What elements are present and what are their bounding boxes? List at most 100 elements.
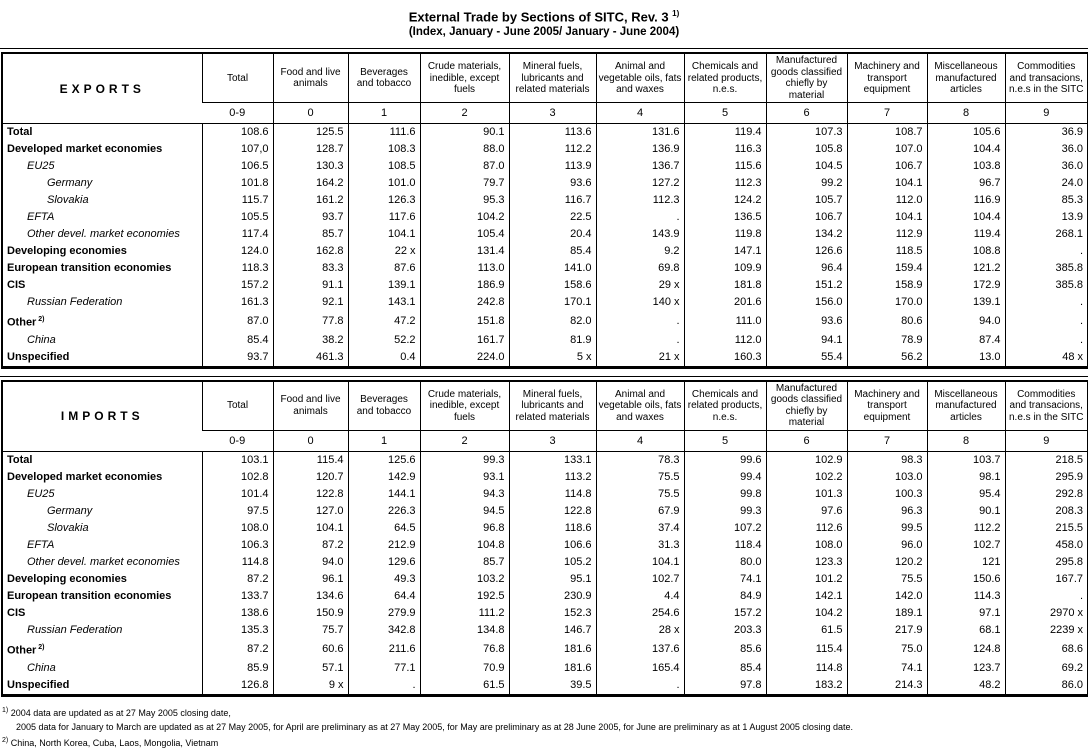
data-cell: 80.0 xyxy=(683,553,766,571)
data-cell: 127.2 xyxy=(595,175,684,193)
row-label: CIS xyxy=(7,606,26,619)
data-cell: 122.8 xyxy=(272,485,348,503)
data-cell: 88.0 xyxy=(419,141,509,159)
data-cell: 118.5 xyxy=(846,243,927,261)
column-header: Beverages and tobacco xyxy=(347,53,420,104)
data-cell: 142.0 xyxy=(846,587,927,605)
row-label: Developing economies xyxy=(7,572,127,585)
data-cell: 111.2 xyxy=(419,604,509,622)
data-cell: 52.2 xyxy=(347,331,420,349)
data-cell: 108.6 xyxy=(201,123,273,142)
row-label: Other 2) xyxy=(7,316,45,329)
data-cell: 136.5 xyxy=(683,209,766,227)
data-cell: 108.0 xyxy=(201,519,273,537)
table-row: EFTA 106.3 87.2 212.9 104.8 106.6 31.3 118.4 108… xyxy=(2,536,1088,554)
data-cell: 108.0 xyxy=(765,536,847,554)
data-cell: 113.6 xyxy=(508,123,596,142)
data-cell: 87.6 xyxy=(347,260,420,278)
data-cell: 114.8 xyxy=(508,485,596,503)
table-row: CIS 138.6 150.9 279.9 111.2 152.3 254.6 157.2 10… xyxy=(2,604,1088,622)
column-header: Food and live animals xyxy=(272,53,348,104)
data-cell: 104.1 xyxy=(272,519,348,537)
data-cell: 192.5 xyxy=(419,587,509,605)
data-cell: 130.3 xyxy=(272,158,348,176)
data-cell: 103.0 xyxy=(846,468,927,486)
data-cell: 94.5 xyxy=(419,502,509,520)
table-row: Other 2) 87.2 60.6 211.6 76.8 181.6 137.6 85.6 1… xyxy=(2,638,1088,660)
data-cell: 147.1 xyxy=(683,243,766,261)
table-row: Slovakia 115.7 161.2 126.3 95.3 116.7 112.3 124… xyxy=(2,192,1088,210)
row-label: EU25 xyxy=(27,487,55,500)
data-cell: 112.3 xyxy=(683,175,766,193)
data-cell: 143.1 xyxy=(347,294,420,312)
column-code: 2 xyxy=(419,102,509,125)
data-cell: 129.6 xyxy=(347,553,420,571)
data-cell: 279.9 xyxy=(347,604,420,622)
row-label: China xyxy=(27,661,56,674)
data-cell: 104.2 xyxy=(765,604,847,622)
table-row: Total 103.1 115.4 125.6 99.3 133.1 78.3 99.6 102… xyxy=(2,451,1088,469)
page-title: External Trade by Sections of SITC, Rev.… xyxy=(0,6,1088,24)
data-cell: 105.2 xyxy=(508,553,596,571)
data-cell: 162.8 xyxy=(272,243,348,261)
data-cell: 224.0 xyxy=(419,348,509,368)
data-cell: 118.6 xyxy=(508,519,596,537)
data-cell: 94.0 xyxy=(272,553,348,571)
data-cell: 242.8 xyxy=(419,294,509,312)
column-code: 3 xyxy=(508,102,596,125)
data-cell: 139.1 xyxy=(347,277,420,295)
table-row: European transition economies 133.7 134.6 6… xyxy=(2,587,1088,605)
data-cell: 74.1 xyxy=(683,570,766,588)
column-code: 8 xyxy=(926,102,1005,125)
data-cell: 101.2 xyxy=(765,570,847,588)
data-cell: 70.9 xyxy=(419,659,509,677)
data-cell: 105.8 xyxy=(765,141,847,159)
data-cell: 96.4 xyxy=(765,260,847,278)
data-cell: 68.1 xyxy=(926,621,1005,639)
data-cell: 91.1 xyxy=(272,277,348,295)
data-cell: 215.5 xyxy=(1004,519,1088,537)
data-cell: 67.9 xyxy=(595,502,684,520)
data-cell: 181.6 xyxy=(508,659,596,677)
data-cell: 87.2 xyxy=(201,570,273,588)
data-cell: 120.2 xyxy=(846,553,927,571)
row-label: Developed market economies xyxy=(7,470,163,483)
data-cell: 157.2 xyxy=(201,277,273,295)
data-cell: 158.6 xyxy=(508,277,596,295)
data-cell: 4.4 xyxy=(595,587,684,605)
data-cell: 136.7 xyxy=(595,158,684,176)
row-label: EFTA xyxy=(27,211,55,224)
data-cell: 37.4 xyxy=(595,519,684,537)
data-cell: 142.1 xyxy=(765,587,847,605)
data-cell: 131.6 xyxy=(595,123,684,142)
data-cell: 115.6 xyxy=(683,158,766,176)
data-cell: 61.5 xyxy=(765,621,847,639)
data-cell: 102.7 xyxy=(595,570,684,588)
table-row: EU25 106.5 130.3 108.5 87.0 113.9 136.7 115.6 10… xyxy=(2,158,1088,176)
data-cell: 103.2 xyxy=(419,570,509,588)
data-cell: 134.2 xyxy=(765,226,847,244)
table-row: Unspecified 93.7 461.3 0.4 224.0 5 x 21 x 160.3… xyxy=(2,348,1088,368)
column-header: Miscellaneous manufactured articles xyxy=(926,380,1005,431)
data-cell: 112.0 xyxy=(846,192,927,210)
imports-table: IMPORTS Total Food and live animals Beverag… xyxy=(1,379,1088,697)
data-cell: 214.3 xyxy=(846,676,927,696)
data-cell: 101.4 xyxy=(201,485,273,503)
data-cell: 85.3 xyxy=(1004,192,1088,210)
data-cell: 112.6 xyxy=(765,519,847,537)
data-cell: 103.1 xyxy=(201,451,273,469)
data-cell: 93.6 xyxy=(508,175,596,193)
column-code: 7 xyxy=(846,430,927,452)
data-cell: . xyxy=(1004,294,1088,312)
data-cell: 159.4 xyxy=(846,260,927,278)
data-cell: 48.2 xyxy=(926,676,1005,696)
data-cell: 101.8 xyxy=(201,175,273,193)
data-cell: 105.6 xyxy=(926,123,1005,142)
data-cell: . xyxy=(595,331,684,349)
data-cell: 94.0 xyxy=(926,311,1005,332)
table-row: Unspecified 126.8 9 x. 61.5 39.5. 97.8 183.2 21… xyxy=(2,676,1088,696)
data-cell: 103.7 xyxy=(926,451,1005,469)
data-cell: . xyxy=(1004,311,1088,332)
column-code: 3 xyxy=(508,430,596,452)
